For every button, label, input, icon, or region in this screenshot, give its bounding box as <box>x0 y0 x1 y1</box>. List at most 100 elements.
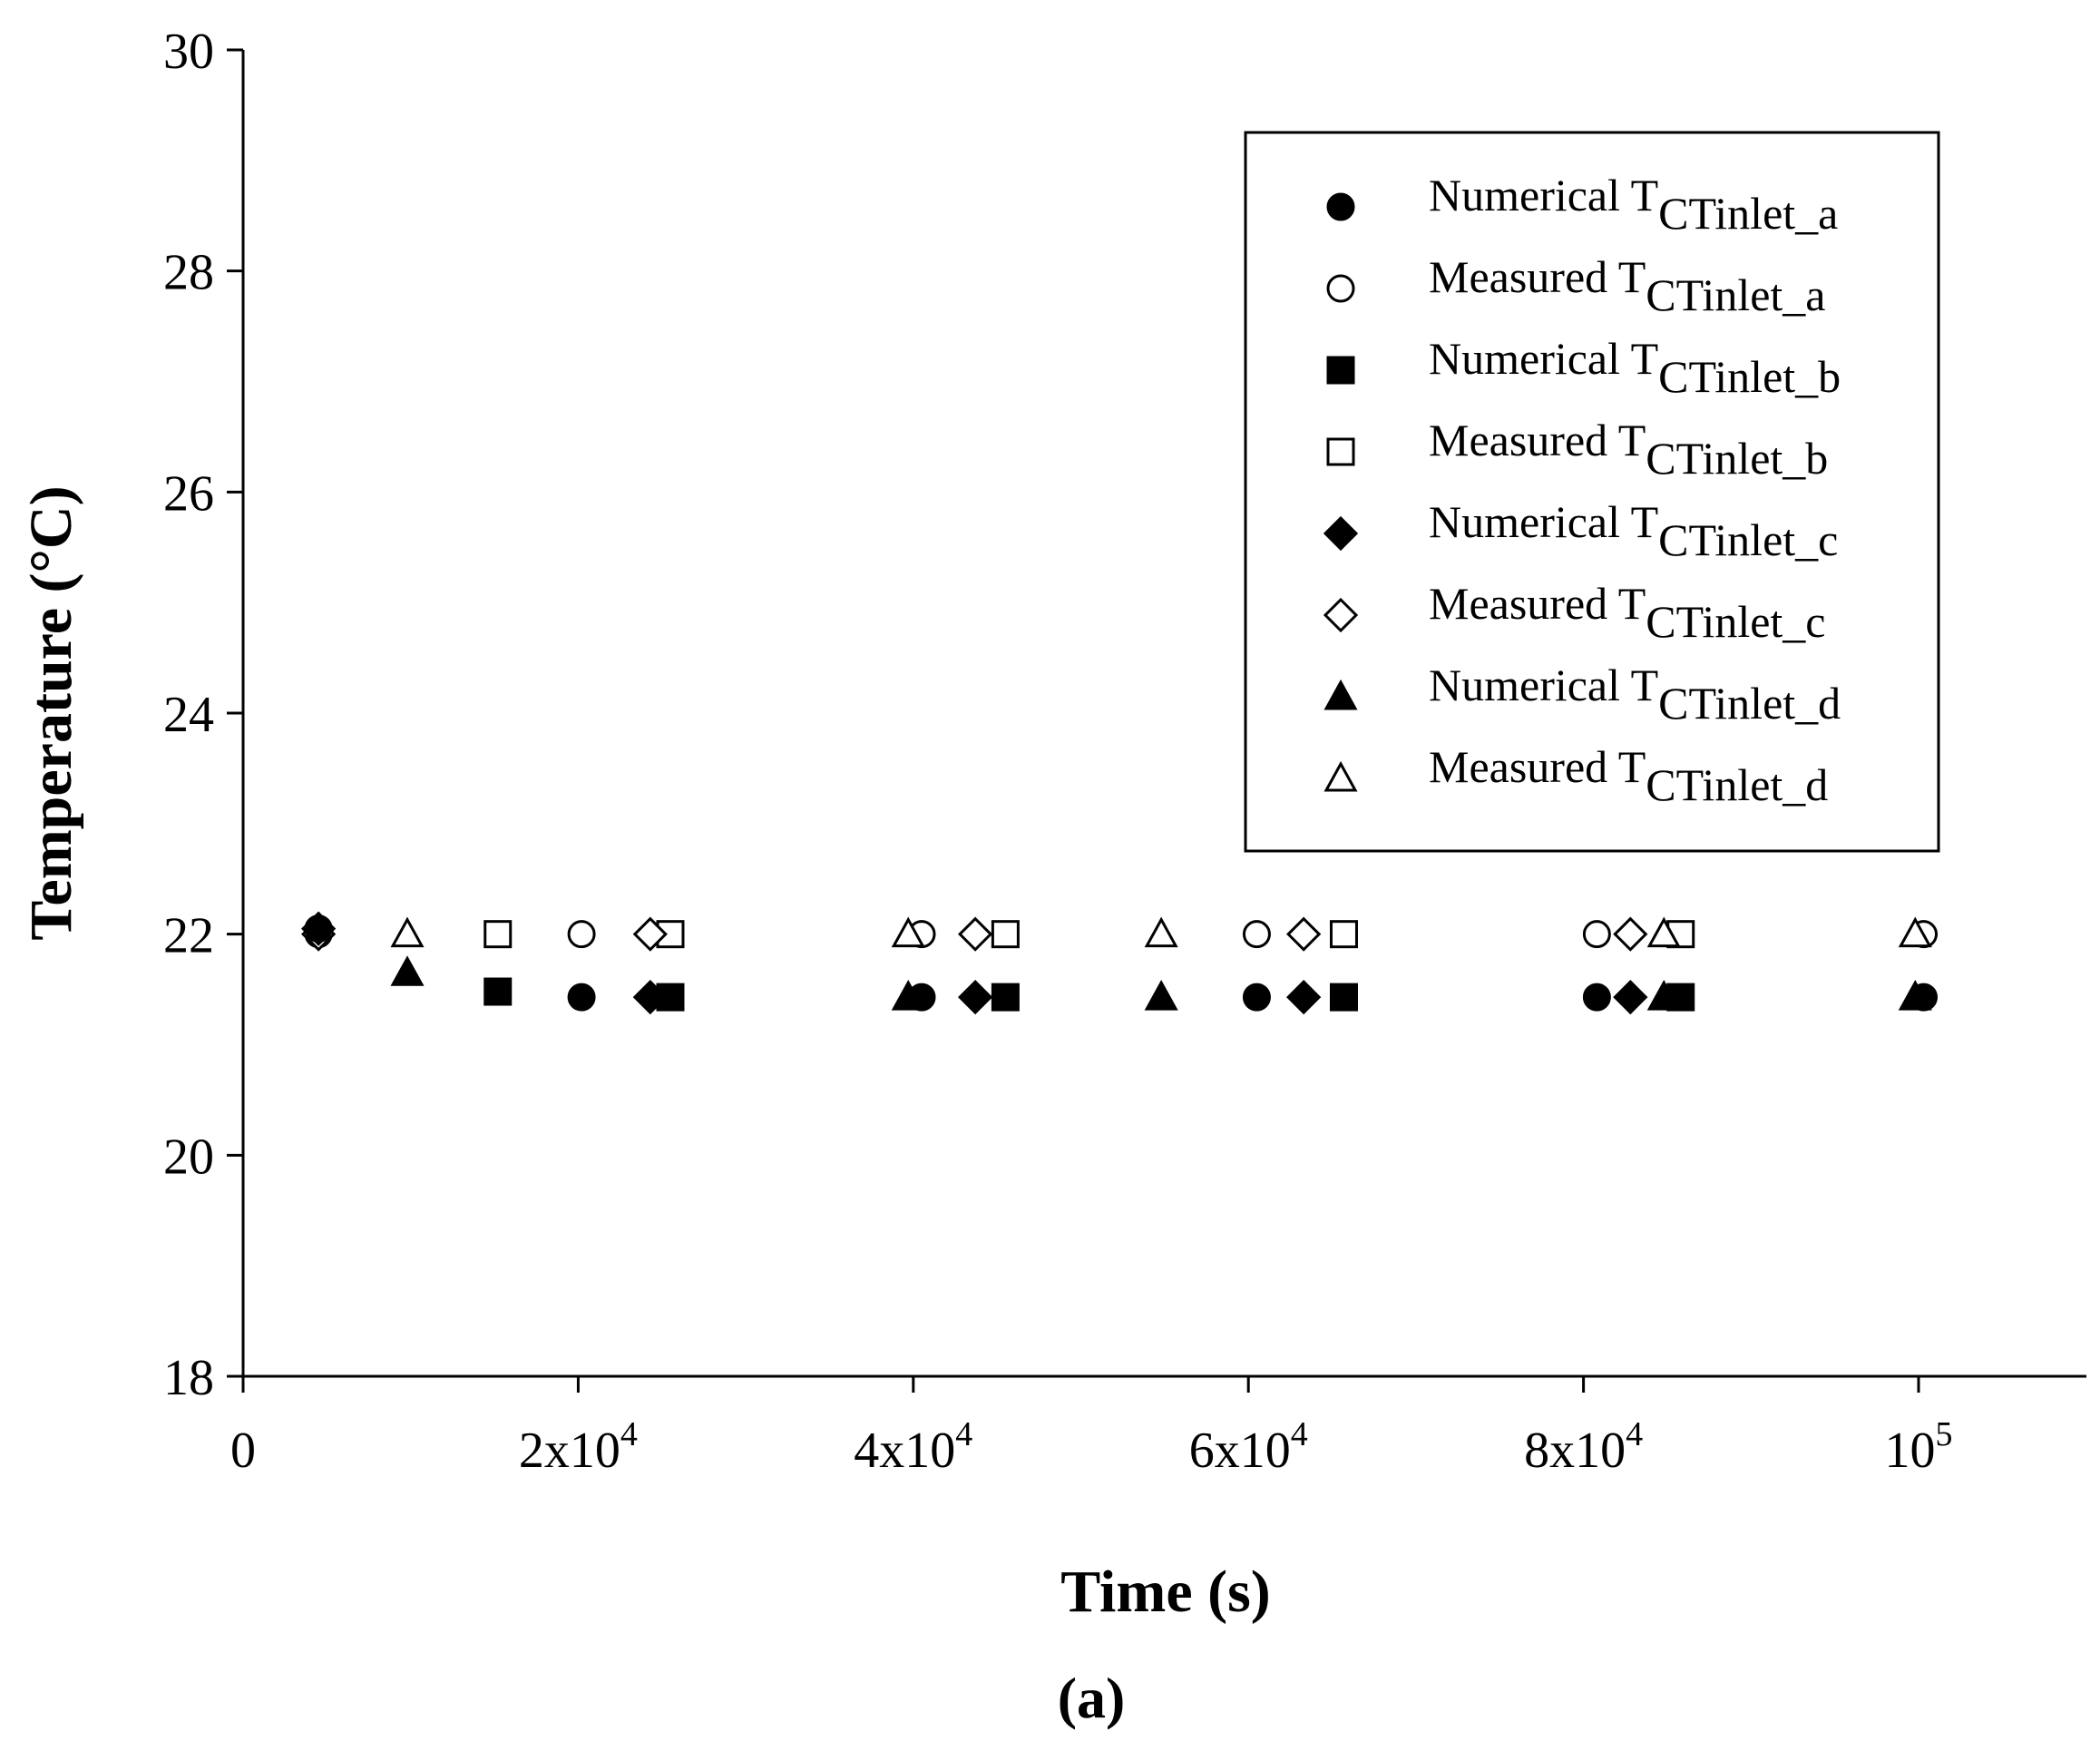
x-tick-label-exponent: 5 <box>1936 1415 1953 1453</box>
data-point <box>1582 920 1611 949</box>
data-point <box>1242 920 1271 949</box>
legend-entry: Numerical TCTinlet_d <box>1323 660 1841 729</box>
x-tick-label-exponent: 4 <box>1626 1415 1643 1453</box>
series-triangle-open <box>390 916 1932 948</box>
legend-label: Measured TCTinlet_a <box>1429 251 1826 320</box>
legend-label-name: Numerical T <box>1429 333 1658 384</box>
data-point <box>891 916 925 948</box>
panel-label: (a) <box>1058 1666 1126 1730</box>
legend-marker <box>1323 760 1358 792</box>
legend-label-subscript: CTinlet_b <box>1658 351 1841 402</box>
legend-marker <box>1323 597 1359 633</box>
y-axis-label: Temperature (°C) <box>18 485 84 940</box>
y-tick-label: 24 <box>163 687 214 743</box>
data-point <box>483 977 513 1006</box>
y-tick-label: 28 <box>163 245 214 301</box>
data-point <box>1286 979 1322 1015</box>
legend-entry: Measured TCTinlet_c <box>1323 578 1826 647</box>
legend-label-subscript: CTinlet_a <box>1646 269 1825 320</box>
legend-label-name: Numerical T <box>1429 496 1658 547</box>
x-tick-label: 4x104 <box>854 1415 972 1479</box>
data-markers <box>300 911 1939 1015</box>
legend-marker <box>1323 679 1358 710</box>
x-axis-label: Time (s) <box>1060 1559 1271 1625</box>
data-point <box>1613 916 1648 952</box>
data-point <box>1242 983 1271 1012</box>
data-point <box>1582 983 1611 1012</box>
legend-label-subscript: CTinlet_c <box>1646 596 1825 647</box>
legend-label: Numerical TCTinlet_d <box>1429 660 1841 729</box>
x-tick-label: 105 <box>1885 1415 1953 1479</box>
data-point <box>1898 916 1932 948</box>
legend-label: Measured TCTinlet_b <box>1429 415 1828 484</box>
x-tick-label-base: 4x10 <box>854 1423 955 1479</box>
data-point <box>567 920 596 949</box>
data-point <box>1898 980 1932 1011</box>
x-tick-label: 8x104 <box>1524 1415 1643 1479</box>
data-point <box>958 916 993 952</box>
y-axis-ticks: 18 20 22 24 26 28 30 <box>163 24 243 1406</box>
legend-marker <box>1326 192 1355 221</box>
legend-label-subscript: CTinlet_a <box>1658 188 1838 239</box>
legend-label-name: Numerical T <box>1429 660 1658 710</box>
data-point <box>300 911 337 946</box>
data-point <box>1329 920 1358 949</box>
data-point <box>390 955 425 986</box>
data-point <box>1646 980 1681 1011</box>
legend-entry: Numerical TCTinlet_c <box>1323 496 1838 565</box>
data-point <box>1329 983 1358 1012</box>
series-diamond-filled <box>300 911 1648 1015</box>
legend-entry: Measured TCTinlet_b <box>1326 415 1828 484</box>
data-point <box>1286 916 1322 952</box>
x-tick-label-exponent: 4 <box>955 1415 972 1453</box>
legend-label: Numerical TCTinlet_a <box>1429 170 1838 239</box>
data-point <box>1613 979 1648 1015</box>
data-point <box>991 983 1020 1012</box>
x-tick-label-base: 8x10 <box>1524 1423 1626 1479</box>
x-axis-ticks: 0 2x104 4x104 6x104 8x104 105 <box>230 1376 1953 1479</box>
data-point <box>958 979 993 1015</box>
x-tick-label: 0 <box>230 1423 256 1479</box>
legend-marker <box>1326 274 1355 303</box>
legend-label-name: Measured T <box>1429 415 1646 465</box>
legend-marker <box>1326 437 1355 466</box>
data-point <box>567 983 596 1012</box>
data-point <box>1144 980 1178 1011</box>
data-point <box>1144 916 1178 948</box>
legend-label-subscript: CTinlet_d <box>1646 759 1828 810</box>
legend-marker <box>1326 356 1355 385</box>
legend-entry: Measured TCTinlet_a <box>1326 251 1826 320</box>
x-tick-label-exponent: 4 <box>620 1415 638 1453</box>
data-point <box>390 916 425 948</box>
x-tick-label-base: 0 <box>230 1423 256 1479</box>
y-tick-label: 30 <box>163 24 214 80</box>
legend-entry: Numerical TCTinlet_a <box>1326 170 1838 239</box>
y-tick-label: 22 <box>163 908 214 964</box>
y-tick-label: 18 <box>163 1350 214 1406</box>
legend-label-subscript: CTinlet_c <box>1658 514 1838 565</box>
data-point <box>891 980 925 1011</box>
legend-label: Measured TCTinlet_c <box>1429 578 1826 647</box>
legend-entry: Numerical TCTinlet_b <box>1326 333 1841 402</box>
x-tick-label: 6x104 <box>1189 1415 1308 1479</box>
data-point <box>632 979 668 1015</box>
x-tick-label-base: 2x10 <box>519 1423 620 1479</box>
data-point <box>1646 916 1681 948</box>
legend-label: Numerical TCTinlet_c <box>1429 496 1838 565</box>
legend-entry: Measured TCTinlet_d <box>1323 741 1828 810</box>
y-tick-label: 26 <box>163 465 214 522</box>
data-point <box>632 916 668 952</box>
x-tick-label-base: 10 <box>1885 1423 1936 1479</box>
legend-label: Numerical TCTinlet_b <box>1429 333 1841 402</box>
legend-label-subscript: CTinlet_b <box>1646 433 1828 484</box>
series-square-filled <box>483 977 1695 1012</box>
legend-label-name: Measured T <box>1429 251 1646 302</box>
series-triangle-filled <box>390 955 1932 1011</box>
legend-marker <box>1323 515 1359 552</box>
x-tick-label: 2x104 <box>519 1415 638 1479</box>
y-tick-label: 20 <box>163 1129 214 1185</box>
legend-label-name: Numerical T <box>1429 170 1658 220</box>
legend-label-subscript: CTinlet_d <box>1658 678 1841 729</box>
